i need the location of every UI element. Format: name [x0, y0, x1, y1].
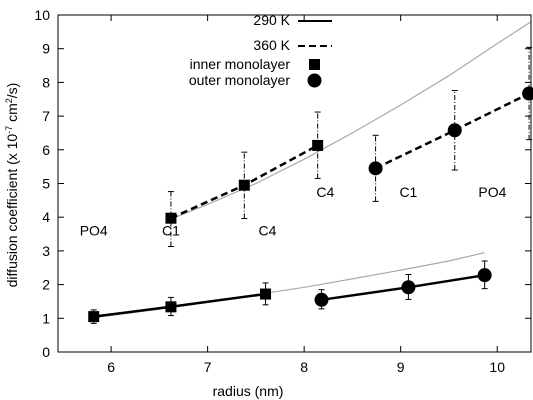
- x-tick-label: 6: [107, 359, 115, 375]
- x-tick-label: 7: [204, 359, 212, 375]
- legend-square-marker: [309, 59, 320, 70]
- data-markers: [88, 86, 533, 323]
- circle-marker: [477, 268, 492, 283]
- y-tick-label: 1: [42, 310, 50, 326]
- y-tick-label: 9: [42, 41, 50, 57]
- bead-label: PO4: [80, 223, 108, 239]
- legend-label-outer: outer monolayer: [189, 72, 291, 88]
- bead-label: C1: [399, 184, 417, 200]
- circle-marker: [447, 123, 462, 138]
- legend-label-290k: 290 K: [253, 12, 290, 28]
- circle-marker: [522, 86, 533, 101]
- square-marker: [260, 288, 272, 300]
- square-marker: [238, 179, 250, 191]
- square-marker: [165, 301, 177, 313]
- y-tick-label: 7: [42, 108, 50, 124]
- series-line: [93, 292, 266, 318]
- y-tick-label: 8: [42, 74, 50, 90]
- x-axis-label: radius (nm): [213, 383, 284, 399]
- circle-marker: [314, 292, 329, 307]
- error-bars: [90, 46, 533, 324]
- y-tick-label: 10: [34, 7, 50, 23]
- bead-label: C1: [162, 223, 180, 239]
- fit-curve: [170, 21, 532, 220]
- y-tick-label: 0: [42, 344, 50, 360]
- x-tick-label: 10: [489, 359, 505, 375]
- legend-label-360k: 360 K: [253, 37, 290, 53]
- y-tick-label: 6: [42, 142, 50, 158]
- square-marker: [312, 139, 324, 151]
- y-tick-label: 2: [42, 277, 50, 293]
- annotations: PO4 C1 C4 C4 C1 PO4: [80, 184, 507, 239]
- square-marker: [88, 311, 100, 323]
- square-marker: [165, 212, 177, 224]
- series-lines: [93, 92, 530, 318]
- legend-circle-marker: [307, 73, 322, 88]
- circle-marker: [401, 280, 416, 295]
- axis-ticks: 6 7 8 9 10 0 1 2 3 4 5 6 7 8 9 10: [34, 7, 531, 375]
- circle-marker: [368, 161, 383, 176]
- legend-label-inner: inner monolayer: [190, 56, 291, 72]
- bead-label: C4: [259, 223, 277, 239]
- legend: 290 K 360 K inner monolayer outer monola…: [189, 12, 332, 88]
- plot-frame: [57, 14, 532, 353]
- bead-label: C4: [316, 184, 334, 200]
- x-tick-label: 8: [300, 359, 308, 375]
- y-axis-label: diffusion coefficient (x 10-7 cm2/s): [4, 83, 20, 288]
- y-tick-label: 3: [42, 243, 50, 259]
- y-tick-label: 5: [42, 176, 50, 192]
- x-tick-label: 9: [397, 359, 405, 375]
- y-tick-label: 4: [42, 209, 50, 225]
- bead-label: PO4: [478, 184, 506, 200]
- series-line: [375, 92, 530, 170]
